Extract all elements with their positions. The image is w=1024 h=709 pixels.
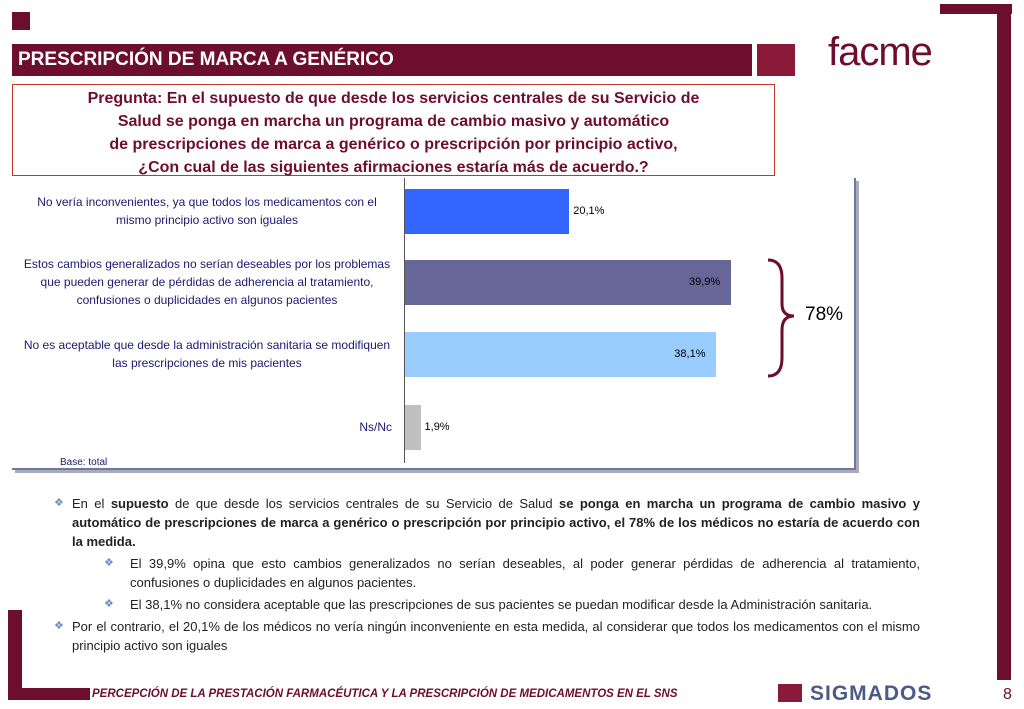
bullet-text: supuesto	[110, 496, 169, 511]
bullets: En el supuesto de que desde los servicio…	[52, 494, 920, 658]
bullet-text: El 38,1% no considera aceptable que las …	[130, 597, 873, 612]
category-label: Estos cambios generalizados no serían de…	[23, 257, 391, 307]
bullet: El 39,9% opina que esto cambios generali…	[52, 554, 920, 592]
frame-bottom-left	[8, 610, 22, 700]
logo: facme	[828, 30, 933, 74]
category-label: No vería inconvenientes, ya que todos lo…	[37, 195, 377, 227]
question-line: ¿Con cual de las siguientes afirmaciones…	[138, 159, 649, 176]
slide-title: PRESCRIPCIÓN DE MARCA A GENÉRICO	[12, 44, 752, 76]
bullet-text: El 39,9% opina que esto cambios generali…	[130, 556, 920, 590]
bullet-text: En el	[72, 496, 111, 511]
question-line: Pregunta: En el supuesto de que desde lo…	[87, 90, 700, 107]
footer-square	[778, 684, 802, 702]
bullet-text: de que desde los servicios centrales de …	[168, 496, 559, 511]
bar	[405, 188, 570, 234]
category-label: Ns/Nc	[359, 420, 392, 434]
bullet-text: Por el contrario, el 20,1% de los médico…	[72, 619, 920, 653]
question-line: de prescripciones de marca a genérico o …	[109, 136, 678, 153]
bullet: Por el contrario, el 20,1% de los médico…	[52, 617, 920, 655]
bar	[405, 331, 717, 377]
bullet-text: se ponga en marcha un programa de cambio…	[72, 496, 920, 549]
bar	[405, 404, 421, 450]
value-label: 20,1%	[573, 205, 605, 217]
brace	[767, 258, 795, 378]
value-label: 1,9%	[424, 421, 450, 433]
category-label: No es aceptable que desde la administrac…	[23, 338, 391, 370]
corner-square	[12, 12, 30, 30]
question-box: Pregunta: En el supuesto de que desde lo…	[12, 84, 775, 176]
value-label: 39,9%	[689, 276, 721, 288]
brand: SIGMADOS	[810, 682, 933, 705]
page-number: 8	[1003, 686, 1012, 703]
question-line: Salud se ponga en marcha un programa de …	[117, 113, 670, 130]
title-square	[757, 44, 795, 76]
frame-top	[940, 4, 1012, 14]
frame-bottom	[8, 688, 90, 700]
note: Base: total	[60, 457, 108, 468]
value-label: 38,1%	[674, 348, 706, 360]
bar	[405, 259, 731, 305]
axis-line	[404, 178, 405, 463]
frame-right	[997, 4, 1011, 680]
bullet: El 38,1% no considera aceptable que las …	[52, 595, 920, 614]
annotation: 78%	[805, 304, 844, 325]
chart-panel	[12, 178, 856, 470]
bullet: En el supuesto de que desde los servicio…	[52, 494, 920, 551]
footer-text: PERCEPCIÓN DE LA PRESTACIÓN FARMACÉUTICA…	[92, 688, 678, 700]
